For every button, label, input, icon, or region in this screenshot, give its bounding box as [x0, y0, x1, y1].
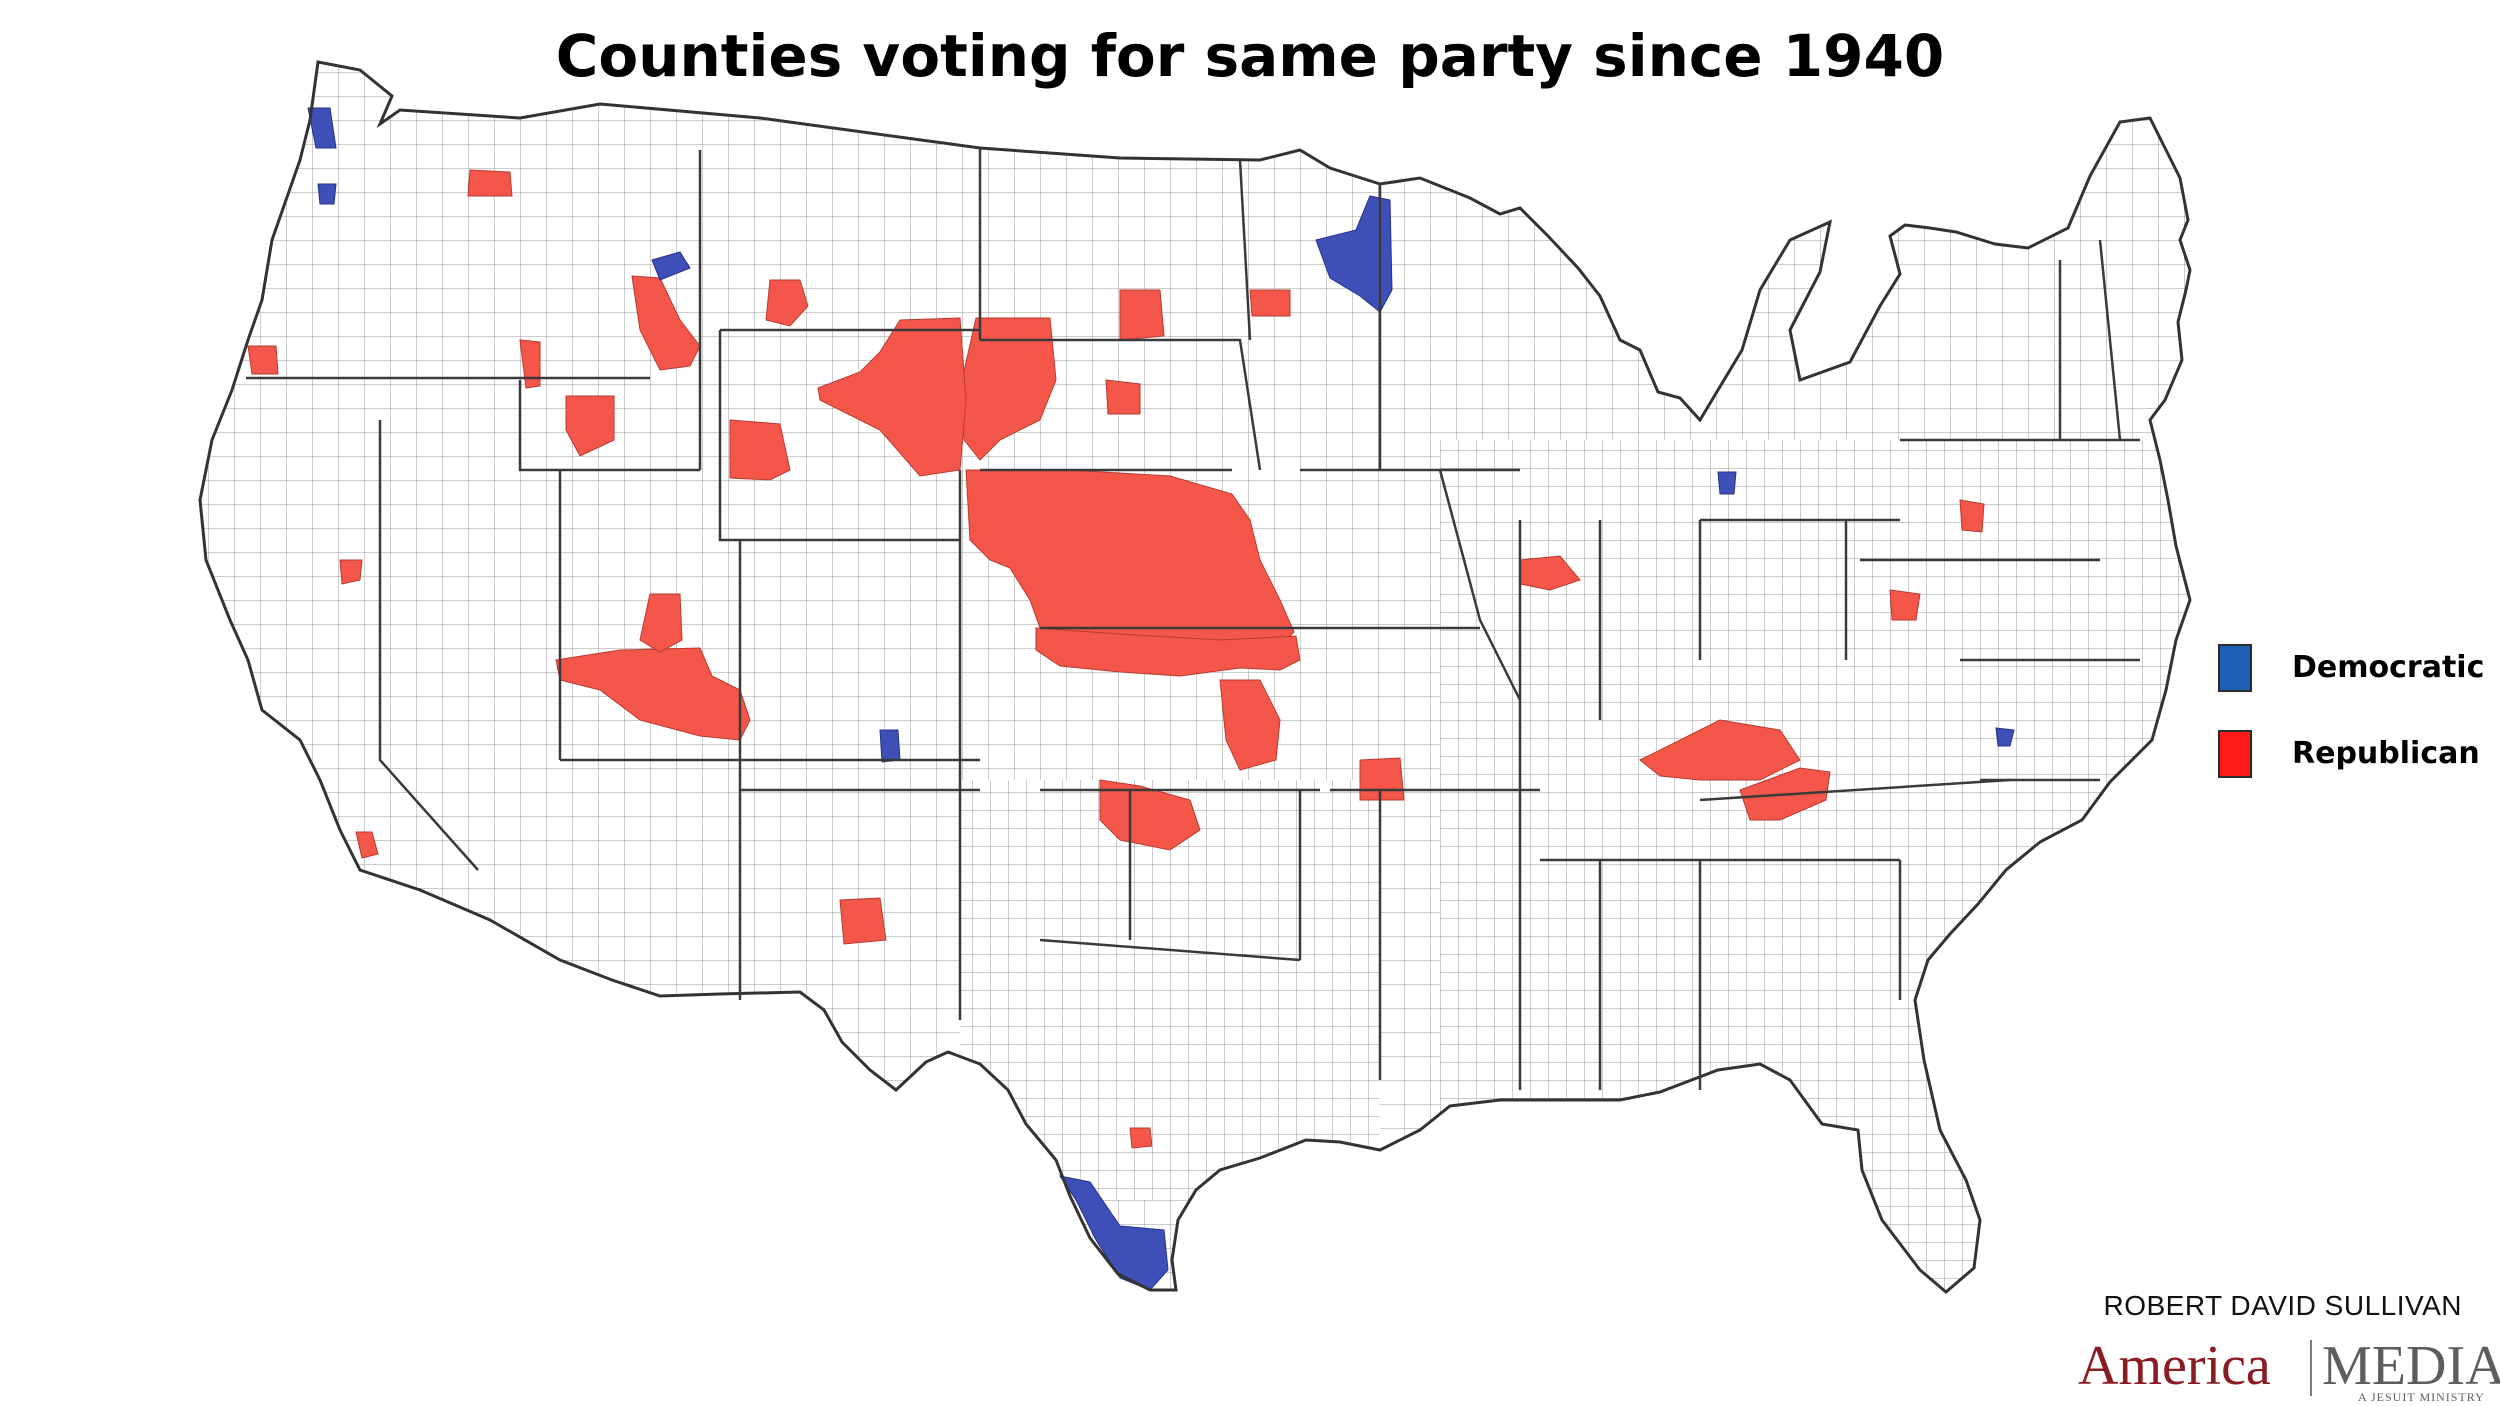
logo-tagline: A JESUIT MINISTRY — [2358, 1390, 2485, 1404]
county-cluster-washington-nw — [307, 107, 337, 149]
legend-label-democratic: Democratic — [2292, 650, 2485, 685]
state-borders — [246, 148, 2140, 1090]
county-cluster-oregon-nw — [317, 183, 337, 205]
county-cluster-colorado — [879, 729, 901, 763]
county-cluster-california-south — [355, 831, 379, 859]
county-cluster-texas-south — [1058, 1175, 1169, 1291]
county-cluster-idaho-north — [651, 251, 691, 281]
legend-swatch-democratic — [2218, 644, 2252, 692]
legend-swatch-republican — [2218, 730, 2252, 778]
county-cluster-oklahoma — [1099, 779, 1201, 851]
county-cluster-kentucky — [1639, 719, 1801, 781]
county-cluster-minnesota-ne — [1315, 195, 1393, 313]
county-cluster-washington — [519, 339, 541, 389]
county-cluster-north-dakota — [1119, 289, 1165, 341]
logo-divider — [2310, 1340, 2312, 1396]
map-title: Counties voting for same party since 194… — [555, 22, 1945, 90]
county-cluster-idaho — [631, 275, 701, 371]
county-cluster-michigan — [1717, 471, 1737, 495]
county-cluster-utah-north — [639, 593, 683, 653]
county-cluster-oregon-south — [247, 345, 279, 375]
county-cluster-pennsylvania — [1959, 499, 1985, 533]
county-cluster-virginia — [1889, 589, 1921, 621]
county-cluster-wyoming-west — [729, 419, 791, 481]
county-cluster-oregon — [467, 169, 513, 197]
logo-word-media: MEDIA — [2322, 1335, 2500, 1397]
america-media-logo: America MEDIA A JESUIT MINISTRY — [2078, 1335, 2500, 1404]
republican-counties — [247, 169, 1985, 1149]
legend-item-republican: Republican — [2218, 726, 2480, 788]
county-cluster-kansas-south — [1219, 679, 1281, 771]
county-cluster-iowa — [1359, 757, 1405, 801]
author-credit: ROBERT DAVID SULLIVAN — [2103, 1290, 2462, 1321]
county-cluster-montana — [765, 279, 809, 327]
legend-label-republican: Republican — [2292, 736, 2480, 771]
legend-item-democratic: Democratic — [2218, 640, 2484, 702]
county-cluster-sd-east — [1105, 379, 1141, 415]
democratic-counties — [307, 107, 2015, 1291]
county-cluster-wyoming-east — [817, 317, 967, 477]
county-cluster-texas — [1129, 1127, 1153, 1149]
county-cluster-idaho-south — [565, 395, 615, 457]
legend: Democratic Republican — [2218, 640, 2484, 812]
county-cluster-new-mexico — [839, 897, 887, 945]
logo-word-america: America — [2078, 1335, 2271, 1397]
county-cluster-utah — [555, 647, 751, 741]
county-cluster-nevada — [339, 559, 363, 585]
county-cluster-kansas — [1035, 627, 1301, 677]
county-cluster-north-carolina — [1995, 727, 2015, 747]
county-cluster-nd-east — [1249, 289, 1291, 317]
